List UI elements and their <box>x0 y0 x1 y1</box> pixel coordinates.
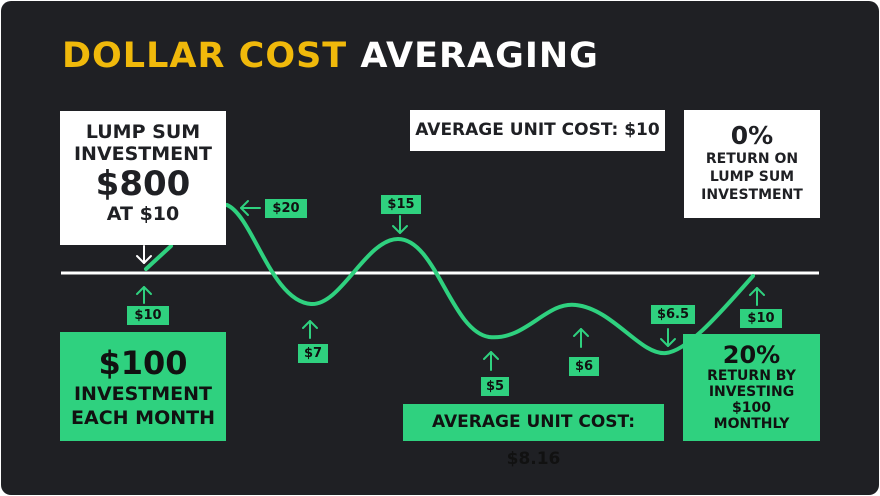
return-lump-percent: 0% <box>730 121 774 150</box>
monthly-investment-line2: EACH MONTH <box>71 407 215 429</box>
price-line <box>144 203 755 356</box>
price-tag: $5 <box>481 377 509 396</box>
average-cost-dca-box: AVERAGE UNIT COST: $8.16 <box>403 404 664 469</box>
arrow-up-icon <box>573 328 589 348</box>
arrow-up-icon <box>136 286 152 304</box>
arrow-down-icon <box>660 328 676 347</box>
return-dca-box: 20% RETURN BY INVESTING $100 MONTHLY <box>683 334 820 441</box>
price-tag: $10 <box>740 309 782 328</box>
return-lump-line2: LUMP SUM <box>709 169 795 185</box>
lump-sum-amount: $800 <box>95 164 191 204</box>
price-tag: $6 <box>569 357 599 376</box>
arrow-up-icon <box>302 320 318 339</box>
price-tag: $20 <box>265 199 307 218</box>
return-lump-box: 0% RETURN ON LUMP SUM INVESTMENT <box>684 110 820 218</box>
monthly-investment-amount: $100 <box>98 344 188 382</box>
return-dca-line1: RETURN BY <box>707 368 796 384</box>
return-dca-percent: 20% <box>722 341 781 369</box>
lump-sum-label-2: INVESTMENT <box>73 143 213 165</box>
title-part-averaging: AVERAGING <box>360 36 599 76</box>
arrow-up-icon <box>749 287 765 306</box>
lump-sum-price: AT $10 <box>106 203 180 225</box>
return-dca-line2: INVESTING <box>708 384 795 400</box>
lump-sum-box: LUMP SUM INVESTMENT $800 AT $10 <box>60 111 226 245</box>
price-tag: $6.5 <box>651 305 695 324</box>
return-dca-line4: MONTHLY <box>713 416 790 432</box>
return-lump-line3: INVESTMENT <box>701 187 803 203</box>
return-lump-line1: RETURN ON <box>705 151 799 167</box>
price-tag: $15 <box>381 195 421 214</box>
price-tag: $7 <box>298 344 328 363</box>
monthly-investment-line1: INVESTMENT <box>73 383 213 405</box>
arrow-down-icon <box>392 215 408 234</box>
title-part-dollar-cost: DOLLAR COST <box>62 36 348 76</box>
return-dca-line3: $100 <box>732 400 771 416</box>
arrow-left-icon <box>240 200 261 216</box>
arrow-down-icon <box>136 245 152 264</box>
lump-sum-label: LUMP SUM <box>85 121 201 143</box>
average-cost-lump-box: AVERAGE UNIT COST: $10 <box>410 110 665 151</box>
price-tag: $10 <box>127 306 169 325</box>
page-title: DOLLAR COST AVERAGING <box>62 39 599 74</box>
monthly-investment-box: $100 INVESTMENT EACH MONTH <box>60 332 226 441</box>
arrow-up-icon <box>483 351 499 371</box>
